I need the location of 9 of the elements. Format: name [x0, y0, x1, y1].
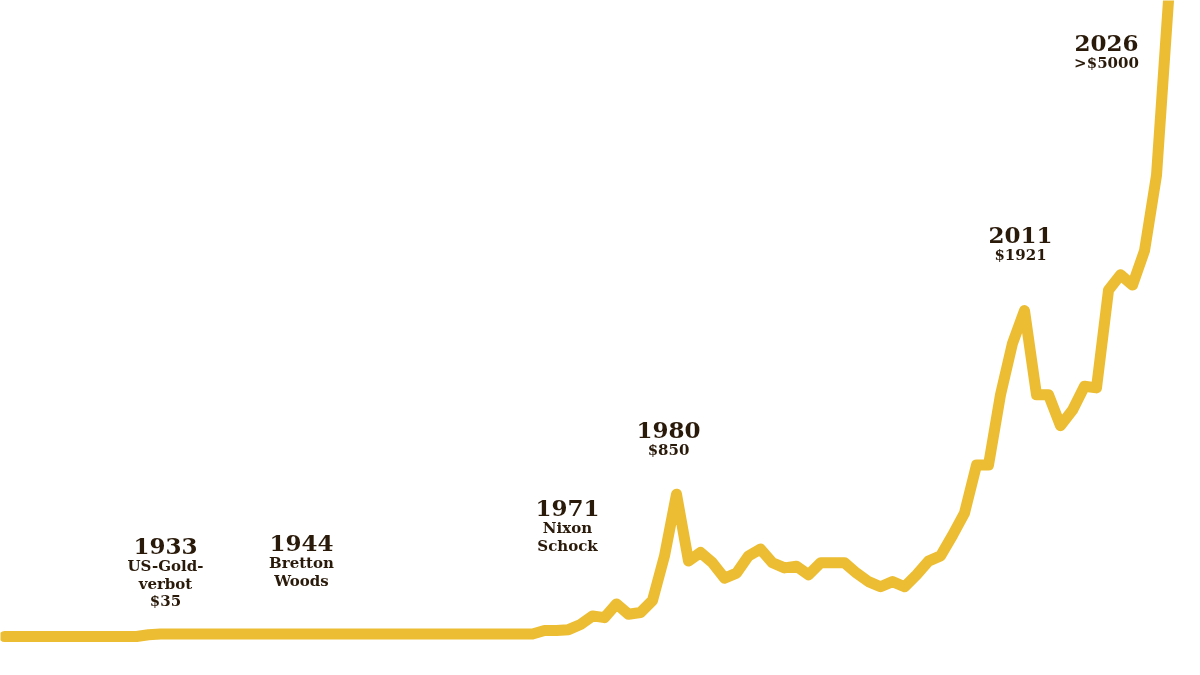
annotation: 1933 US-Gold- verbot [127, 531, 204, 593]
annotation: 1980 [636, 415, 701, 443]
data-label: $35 [149, 591, 182, 610]
annotation: 2011 [988, 220, 1053, 248]
annotation: 1971 Nixon Schock [535, 493, 600, 555]
data-label: $850 [647, 441, 690, 460]
annotation: 1944 Bretton Woods [269, 528, 335, 590]
data-label: $1921 [994, 245, 1047, 264]
annotation: 2026 >$5000 [1074, 28, 1139, 72]
